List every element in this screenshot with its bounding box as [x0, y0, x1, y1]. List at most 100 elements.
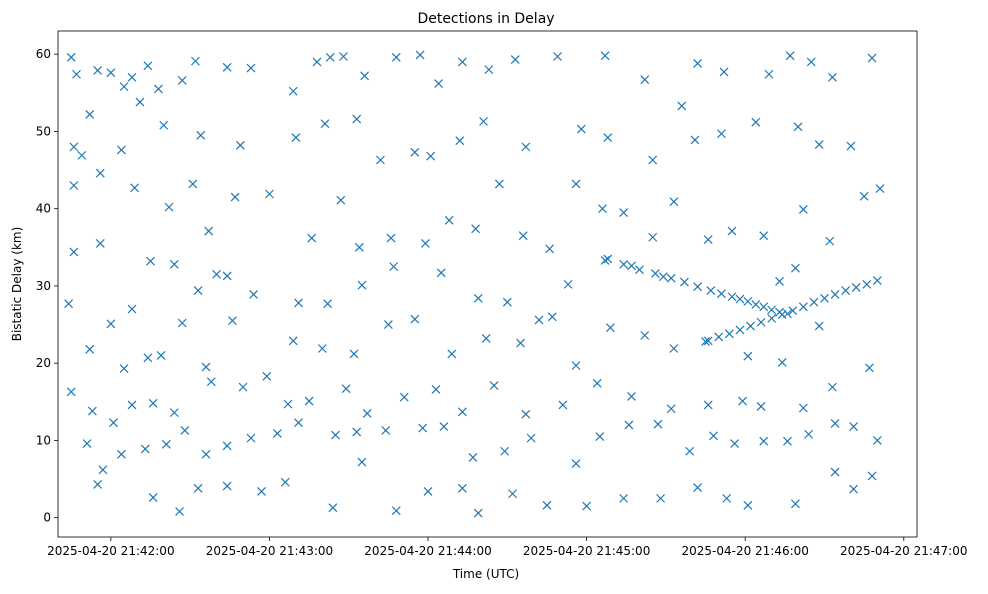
data-point — [653, 419, 663, 429]
x-tick-label: 2025-04-20 21:47:00 — [840, 544, 967, 558]
data-point — [703, 400, 713, 410]
data-point — [716, 129, 726, 139]
x-tick-label: 2025-04-20 21:43:00 — [206, 544, 333, 558]
data-point — [473, 508, 483, 518]
data-point — [193, 483, 203, 493]
data-point — [294, 418, 303, 428]
data-point — [188, 179, 198, 189]
data-point — [439, 422, 449, 431]
data-point — [106, 319, 116, 329]
data-point — [722, 493, 732, 503]
data-point — [627, 391, 636, 401]
data-point — [109, 418, 118, 428]
data-point — [154, 84, 163, 94]
data-point — [775, 276, 784, 286]
data-point — [484, 65, 494, 75]
data-point — [312, 57, 322, 67]
data-point — [283, 399, 293, 409]
data-point — [426, 151, 436, 161]
data-point — [727, 292, 737, 302]
data-point — [872, 276, 882, 285]
y-axis-ticks: 0 10 20 30 40 50 60 — [36, 47, 58, 525]
data-point — [693, 282, 703, 292]
data-point — [87, 406, 97, 416]
data-point — [325, 52, 335, 62]
data-point — [865, 363, 874, 373]
y-tick-label: 50 — [36, 124, 51, 138]
data-point — [767, 305, 777, 315]
data-point — [481, 334, 491, 343]
data-point — [542, 500, 552, 510]
data-point — [473, 293, 483, 303]
data-point — [872, 436, 882, 445]
data-point — [648, 232, 658, 242]
data-point — [399, 392, 409, 402]
data-point — [701, 337, 710, 346]
data-point — [830, 290, 840, 299]
data-point — [685, 446, 695, 456]
y-tick-label: 20 — [36, 356, 51, 370]
data-point — [648, 155, 658, 165]
data-point — [600, 51, 610, 61]
data-point — [806, 57, 816, 67]
data-point — [790, 499, 800, 509]
data-point — [576, 124, 586, 134]
data-point — [582, 501, 592, 511]
data-point — [571, 179, 581, 189]
data-point — [738, 396, 747, 406]
data-point — [159, 120, 169, 130]
data-point — [494, 179, 504, 189]
data-point — [317, 344, 327, 353]
data-point — [85, 344, 95, 354]
data-point — [280, 477, 290, 487]
data-point — [827, 72, 837, 82]
data-point — [143, 353, 153, 363]
data-point — [457, 483, 467, 493]
data-point — [756, 402, 766, 411]
data-point — [93, 480, 103, 489]
data-point — [603, 133, 613, 143]
data-point — [72, 69, 81, 79]
data-point — [169, 408, 179, 418]
data-point — [352, 427, 362, 437]
y-tick-label: 30 — [36, 279, 51, 293]
data-point — [788, 306, 798, 316]
data-point — [809, 297, 819, 307]
data-point — [804, 429, 814, 439]
data-point — [434, 79, 444, 88]
data-point — [783, 436, 792, 446]
data-point — [323, 299, 333, 309]
data-point — [619, 259, 629, 269]
data-point — [143, 61, 153, 71]
data-point — [117, 145, 126, 155]
data-point — [148, 493, 158, 503]
data-point — [640, 75, 650, 85]
data-point — [82, 439, 92, 448]
data-point — [867, 471, 877, 481]
data-point — [603, 254, 613, 264]
data-point — [735, 294, 745, 304]
data-point — [867, 53, 877, 63]
data-point — [119, 364, 129, 374]
data-point — [553, 52, 562, 61]
data-point — [66, 387, 76, 397]
data-point — [249, 290, 259, 299]
data-point — [156, 351, 166, 360]
data-point — [222, 481, 232, 491]
data-point — [468, 453, 478, 462]
data-point — [436, 268, 446, 278]
data-point — [656, 493, 666, 503]
data-point — [790, 263, 800, 273]
data-point — [354, 242, 364, 252]
data-point — [600, 256, 610, 265]
data-point — [127, 400, 137, 410]
data-point — [793, 122, 803, 132]
data-point — [415, 50, 425, 60]
data-point — [730, 439, 740, 448]
data-point — [66, 52, 76, 62]
data-point — [148, 398, 158, 408]
data-point — [341, 384, 351, 394]
data-point — [177, 318, 187, 328]
data-point — [389, 262, 399, 272]
data-point — [146, 256, 155, 266]
